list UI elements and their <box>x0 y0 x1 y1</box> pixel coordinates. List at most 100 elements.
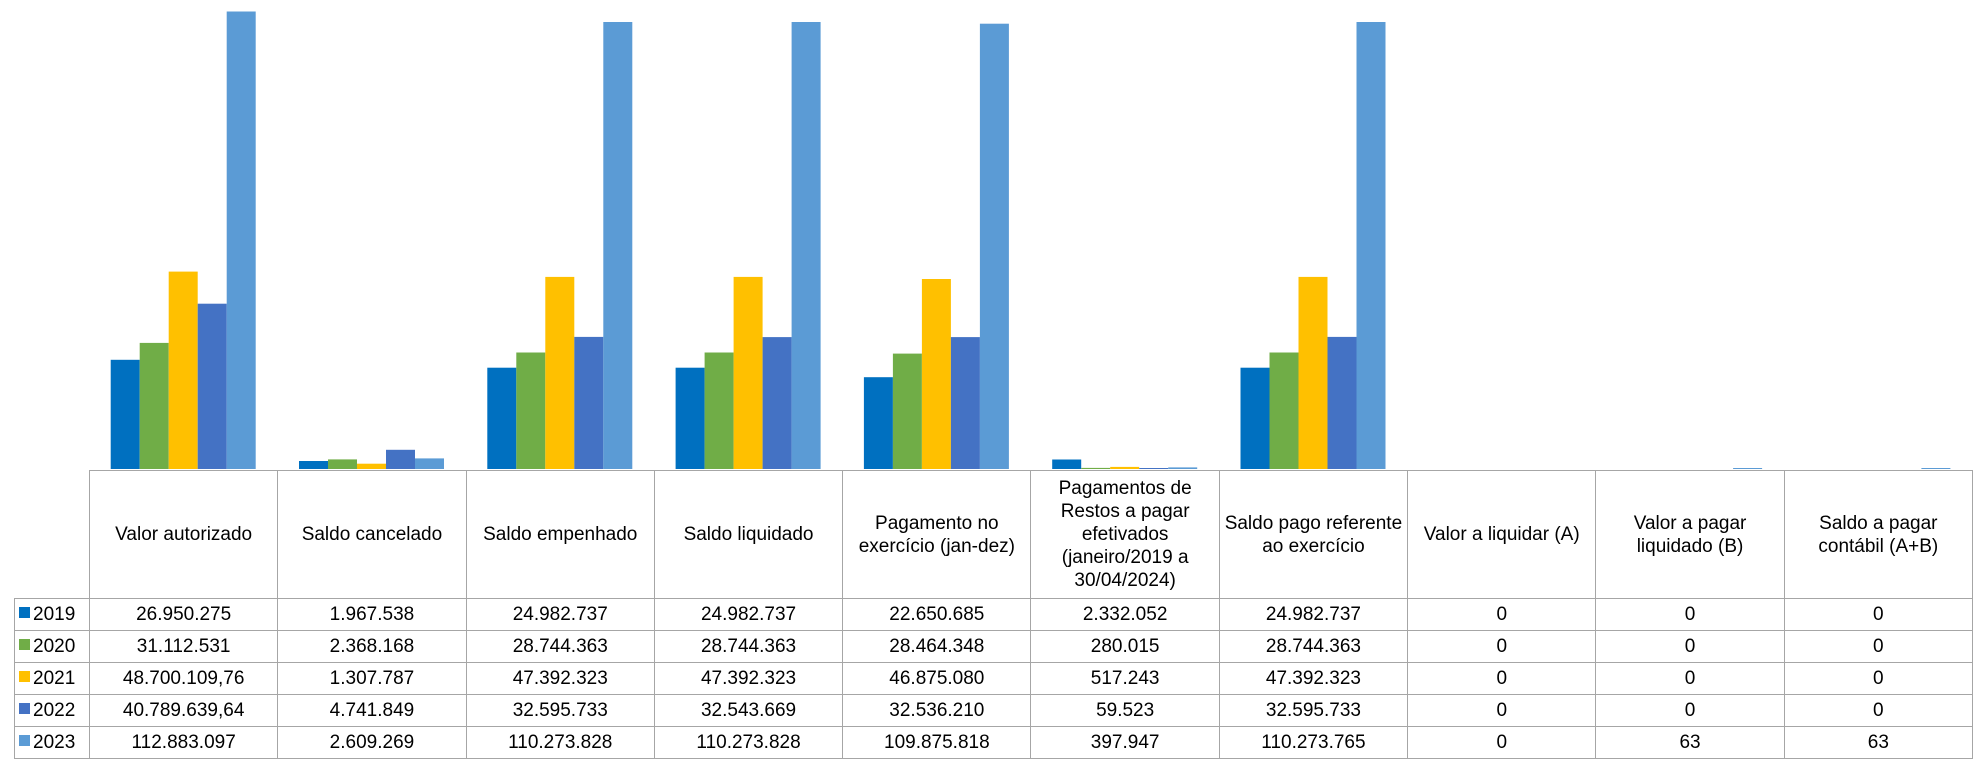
bar-2020-cat-5 <box>1081 467 1111 469</box>
bar-2021-cat-6 <box>1298 276 1328 469</box>
table-header-row: Valor autorizado Saldo cancelado Saldo emp… <box>14 470 1973 599</box>
bar-2023-cat-1 <box>415 458 444 469</box>
table-row: 2021 48.700.109,76 1.307.787 47.392.323 47.3… <box>14 662 1973 695</box>
series-name: 2021 <box>33 667 76 689</box>
data-cell: 397.947 <box>1030 726 1220 759</box>
data-cell: 517.243 <box>1030 662 1220 695</box>
data-cell: 2.609.269 <box>277 726 467 759</box>
bar-2023-cat-6 <box>1356 22 1386 469</box>
data-cell: 63 <box>1783 726 1973 759</box>
data-cell: 0 <box>1595 630 1785 663</box>
data-cell: 32.595.733 <box>1218 694 1409 727</box>
category-label: Saldo a pagar contábil (A+B) <box>1783 470 1973 599</box>
legend-swatch <box>19 734 30 746</box>
data-cell: 0 <box>1595 694 1785 727</box>
bar-2023-cat-3 <box>791 22 821 469</box>
bar-2023-cat-4 <box>979 23 1009 469</box>
bar-2019-cat-1 <box>299 461 328 469</box>
bar-2022-cat-6 <box>1327 336 1357 469</box>
category-label: Pagamento no exercício (jan-dez) <box>842 470 1032 599</box>
data-cell: 24.982.737 <box>653 598 844 631</box>
data-cell: 59.523 <box>1030 694 1220 727</box>
data-cell: 110.273.828 <box>465 726 655 759</box>
bar-2021-cat-1 <box>357 463 386 469</box>
bar-2022-cat-5 <box>1139 468 1169 469</box>
category-label: Valor a liquidar (A) <box>1407 470 1597 599</box>
data-table: Valor autorizado Saldo cancelado Saldo emp… <box>14 470 1973 759</box>
data-cell: 26.950.275 <box>88 598 279 631</box>
bar-2019-cat-0 <box>110 359 140 469</box>
bar-2020-cat-6 <box>1269 352 1299 469</box>
bar-2019-cat-4 <box>863 377 893 469</box>
bar-2020-cat-4 <box>892 353 922 469</box>
table-row: 2019 26.950.275 1.967.538 24.982.737 24.982.… <box>14 598 1973 631</box>
data-cell: 28.744.363 <box>1218 630 1409 663</box>
bar-2022-cat-3 <box>762 337 792 469</box>
data-cell: 0 <box>1595 598 1785 631</box>
bar-2019-cat-2 <box>487 367 517 469</box>
bar-2022-cat-0 <box>197 303 227 469</box>
data-cell: 0 <box>1783 598 1973 631</box>
bar-2020-cat-0 <box>139 342 169 469</box>
bar-2021-cat-5 <box>1110 466 1140 469</box>
legend-entry: 2022 <box>14 694 90 727</box>
data-cell: 280.015 <box>1030 630 1220 663</box>
data-cell: 22.650.685 <box>842 598 1032 631</box>
series-name: 2023 <box>33 731 76 753</box>
series-name: 2020 <box>33 635 76 657</box>
category-label: Saldo empenhado <box>465 470 655 599</box>
data-cell: 0 <box>1407 662 1597 695</box>
bar-2020-cat-3 <box>704 352 734 469</box>
data-cell: 2.332.052 <box>1030 598 1220 631</box>
bar-2023-cat-2 <box>603 22 633 469</box>
category-label: Saldo pago referente ao exercício <box>1218 470 1409 599</box>
data-cell: 48.700.109,76 <box>88 662 279 695</box>
bar-2023-cat-9 <box>1921 468 1951 469</box>
data-cell: 28.744.363 <box>653 630 844 663</box>
data-cell: 40.789.639,64 <box>88 694 279 727</box>
data-cell: 32.543.669 <box>653 694 844 727</box>
legend-entry: 2021 <box>14 662 90 695</box>
legend-entry: 2020 <box>14 630 90 663</box>
table-row: 2022 40.789.639,64 4.741.849 32.595.733 32.5… <box>14 694 1973 727</box>
bar-2019-cat-6 <box>1240 367 1270 469</box>
table-corner-cell <box>14 470 90 599</box>
bar-2020-cat-2 <box>516 352 546 469</box>
table-row: 2020 31.112.531 2.368.168 28.744.363 28.744.… <box>14 630 1973 663</box>
bars-plot-area <box>110 11 1951 469</box>
series-name: 2019 <box>33 603 76 625</box>
legend-swatch <box>19 670 30 682</box>
data-cell: 0 <box>1595 662 1785 695</box>
bar-2021-cat-0 <box>168 271 198 469</box>
data-cell: 110.273.828 <box>653 726 844 759</box>
data-cell: 0 <box>1783 694 1973 727</box>
data-cell: 28.464.348 <box>842 630 1032 663</box>
legend-swatch <box>19 702 30 714</box>
category-label: Saldo cancelado <box>277 470 467 599</box>
bar-2023-cat-8 <box>1733 468 1763 469</box>
category-label: Valor a pagar liquidado (B) <box>1595 470 1785 599</box>
bar-2021-cat-4 <box>921 279 951 469</box>
data-cell: 47.392.323 <box>653 662 844 695</box>
bar-2019-cat-5 <box>1052 459 1082 469</box>
category-label: Pagamentos de Restos a pagar efetivados … <box>1030 470 1220 599</box>
data-cell: 28.744.363 <box>465 630 655 663</box>
bar-2022-cat-1 <box>386 449 415 469</box>
bar-2021-cat-3 <box>733 276 763 469</box>
data-cell: 47.392.323 <box>465 662 655 695</box>
legend-swatch <box>19 638 30 650</box>
bar-2021-cat-2 <box>545 276 575 469</box>
series-name: 2022 <box>33 699 76 721</box>
data-cell: 46.875.080 <box>842 662 1032 695</box>
legend-swatch <box>19 606 30 618</box>
data-cell: 47.392.323 <box>1218 662 1409 695</box>
data-cell: 24.982.737 <box>465 598 655 631</box>
bar-2022-cat-4 <box>950 337 980 469</box>
data-cell: 0 <box>1783 630 1973 663</box>
bar-2019-cat-3 <box>675 367 705 469</box>
data-cell: 0 <box>1407 630 1597 663</box>
data-cell: 31.112.531 <box>88 630 279 663</box>
data-cell: 4.741.849 <box>277 694 467 727</box>
category-label: Valor autorizado <box>88 470 279 599</box>
